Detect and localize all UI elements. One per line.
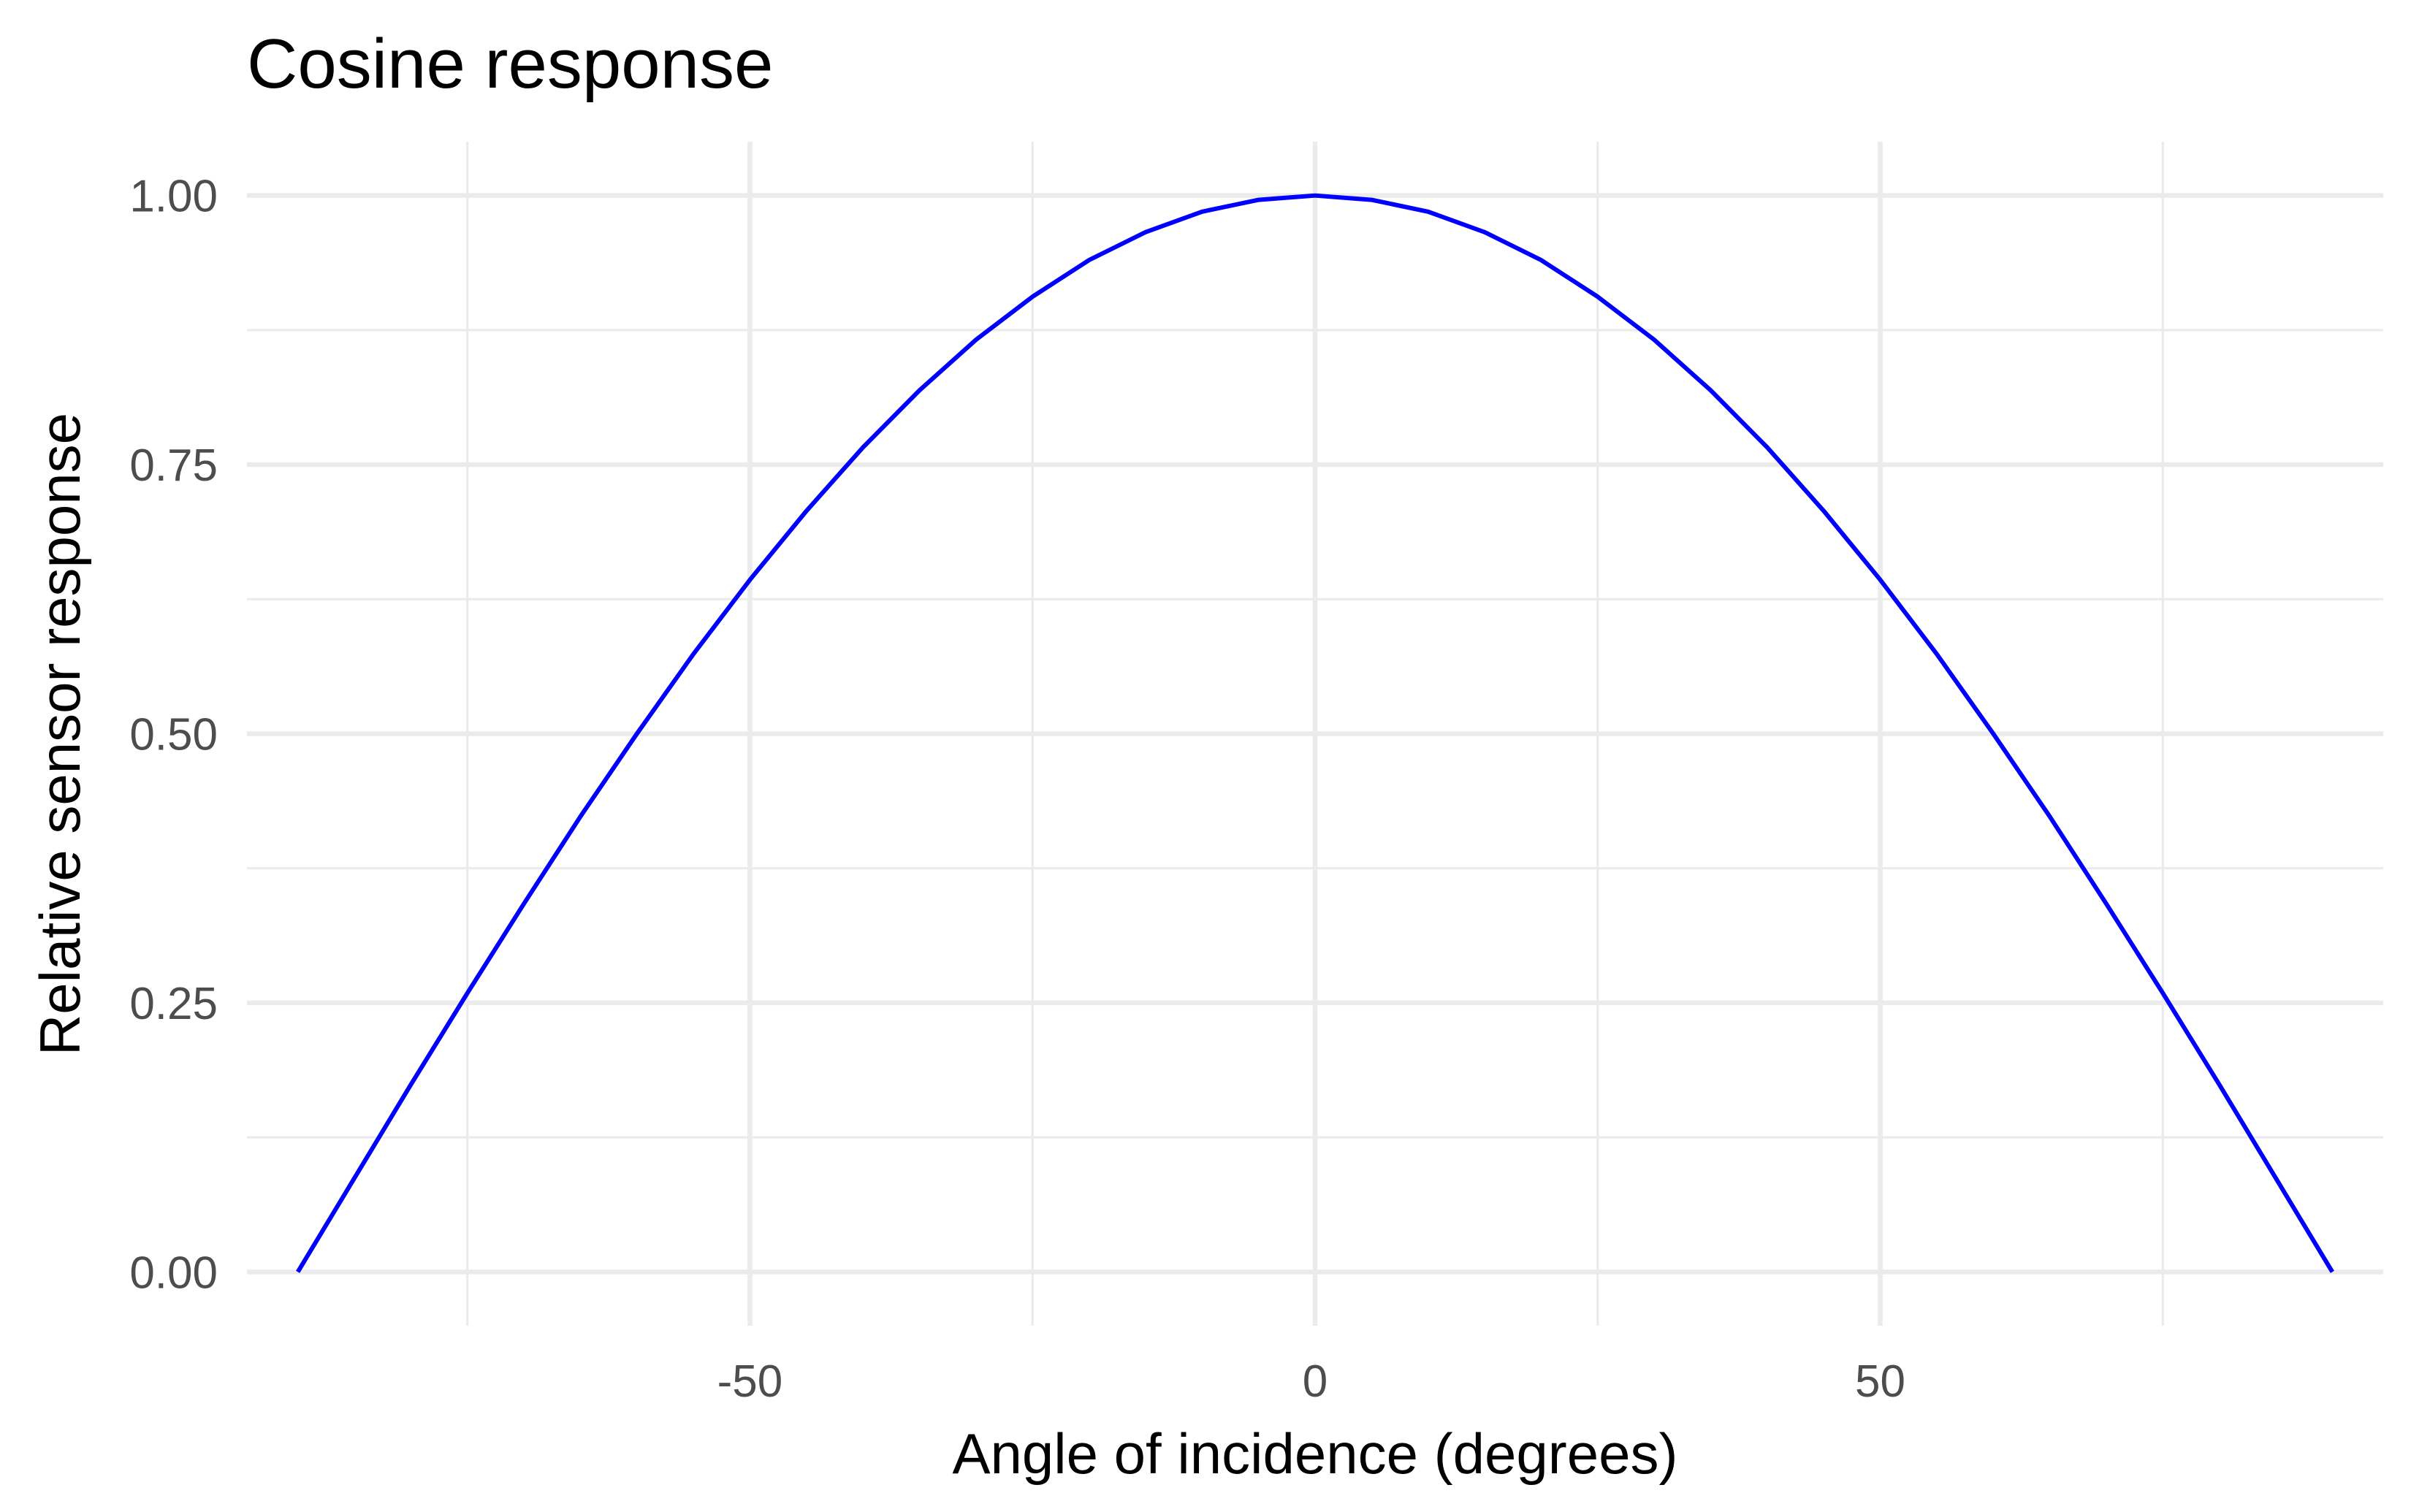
y-tick-label: 1.00 bbox=[129, 172, 218, 222]
y-tick-label: 0.00 bbox=[129, 1248, 218, 1298]
x-axis-tick-labels: -50 0 50 bbox=[717, 1356, 1905, 1407]
y-tick-label: 0.50 bbox=[129, 710, 218, 760]
x-tick-label: -50 bbox=[717, 1356, 783, 1407]
series-line bbox=[296, 193, 2334, 1273]
y-tick-label: 0.25 bbox=[129, 979, 218, 1029]
chart-title: Cosine response bbox=[247, 25, 773, 103]
y-tick-label: 0.75 bbox=[129, 440, 218, 491]
y-axis-tick-labels: 0.00 0.25 0.50 0.75 1.00 bbox=[129, 172, 218, 1299]
y-axis-title: Relative sensor response bbox=[28, 413, 92, 1055]
series-layer bbox=[296, 193, 2334, 1273]
x-axis-title: Angle of incidence (degrees) bbox=[953, 1421, 1678, 1486]
major-gridlines bbox=[247, 142, 2383, 1326]
x-tick-label: 0 bbox=[1303, 1356, 1328, 1407]
x-tick-label: 50 bbox=[1855, 1356, 1905, 1407]
